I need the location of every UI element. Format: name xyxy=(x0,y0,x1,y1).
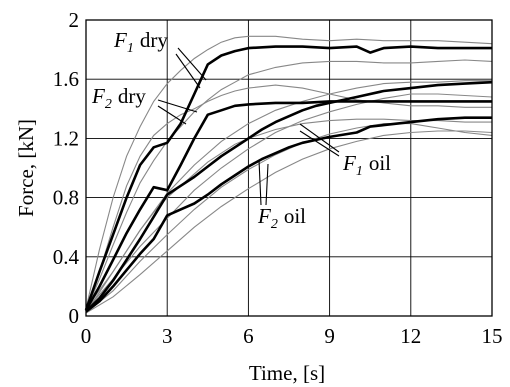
x-tick-label: 15 xyxy=(482,324,503,348)
plot-frame xyxy=(85,19,493,317)
envelope-line xyxy=(85,84,492,311)
label-f1-dry: F1 dry xyxy=(113,28,168,56)
y-tick-label: 0.4 xyxy=(53,245,80,269)
series-line xyxy=(85,116,492,313)
leader-f1-dry-b xyxy=(175,53,201,89)
envelope-line xyxy=(85,93,493,311)
label-f1-dry-word: dry xyxy=(140,28,168,52)
leader-f1-dry-a xyxy=(177,47,207,81)
label-f1-dry-symbol: F xyxy=(113,28,127,52)
label-f2-oil-word: oil xyxy=(284,204,306,228)
grid xyxy=(86,20,492,316)
x-tick-labels: 0 3 6 9 12 15 xyxy=(81,324,503,348)
y-tick-labels: 0 0.4 0.8 1.2 1.6 2 xyxy=(53,8,80,328)
label-f1-oil-symbol: F xyxy=(342,151,356,175)
y-tick-label: 0.8 xyxy=(53,186,79,210)
label-f1-oil-word: oil xyxy=(369,151,391,175)
leader-f2-oil-a xyxy=(258,159,262,206)
label-f2-dry: F2 dry xyxy=(91,84,146,112)
leader-f2-dry-a xyxy=(157,99,198,113)
label-f1-dry-sub: 1 xyxy=(127,41,134,56)
y-tick-label: 2 xyxy=(69,8,80,32)
leader-f2-dry-b xyxy=(157,105,187,125)
series-line xyxy=(84,45,492,311)
annotation-leaders xyxy=(157,47,340,206)
leader-f2-oil-b xyxy=(265,163,269,206)
envelope-line xyxy=(85,80,492,309)
x-tick-label: 3 xyxy=(162,324,173,348)
label-f2-oil-symbol: F xyxy=(257,204,271,228)
x-tick-label: 0 xyxy=(81,324,92,348)
label-f1-oil: F1 oil xyxy=(342,151,391,179)
y-tick-label: 1.6 xyxy=(53,67,79,91)
envelope-line xyxy=(85,123,493,314)
series-line xyxy=(85,80,493,313)
envelope-line xyxy=(85,35,493,309)
label-f2-oil-sub: 2 xyxy=(271,217,278,232)
x-tick-label: 12 xyxy=(400,324,421,348)
series-lines xyxy=(84,45,493,313)
y-tick-label: 1.2 xyxy=(53,126,79,150)
leader-f1-oil-b xyxy=(299,130,340,157)
series-line xyxy=(84,100,492,311)
envelope-lines xyxy=(85,35,493,314)
label-f2-oil: F2 oil xyxy=(257,204,306,232)
y-tick-label: 0 xyxy=(69,304,80,328)
x-tick-label: 6 xyxy=(243,324,254,348)
leader-f1-oil-a xyxy=(299,123,340,153)
label-f2-dry-sub: 2 xyxy=(105,97,112,112)
label-f2-dry-word: dry xyxy=(118,84,146,108)
envelope-line xyxy=(85,59,493,311)
envelope-line xyxy=(85,130,493,314)
label-f1-oil-sub: 1 xyxy=(356,164,363,179)
label-f2-dry-symbol: F xyxy=(91,84,105,108)
y-axis-title: Force, [kN] xyxy=(14,119,38,217)
x-axis-title: Time, [s] xyxy=(249,361,325,385)
x-tick-label: 9 xyxy=(324,324,335,348)
